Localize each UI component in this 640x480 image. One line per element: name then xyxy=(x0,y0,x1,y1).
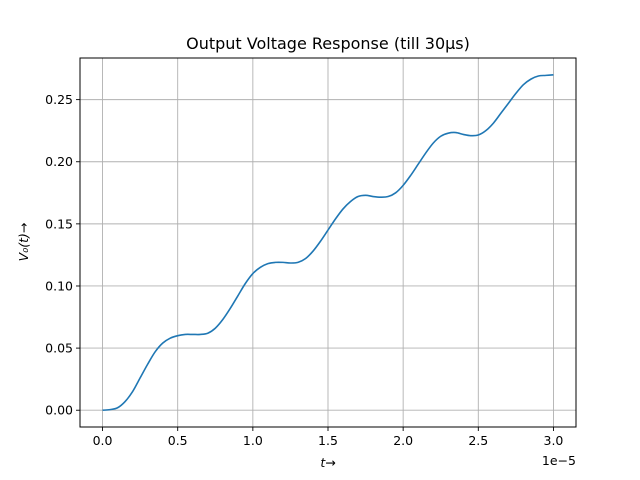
x-tick-label: 0.0 xyxy=(93,433,113,448)
y-tick-label: 0.05 xyxy=(45,341,73,356)
x-tick-label: 0.5 xyxy=(168,433,188,448)
y-axis-label: V₀(t)→ xyxy=(16,223,31,262)
x-tick-label: 2.5 xyxy=(468,433,488,448)
x-tick-label: 3.0 xyxy=(544,433,564,448)
x-tick-label: 2.0 xyxy=(393,433,413,448)
x-offset-text: 1e−5 xyxy=(542,453,576,468)
y-tick-label: 0.25 xyxy=(45,92,73,107)
x-axis-label: t→ xyxy=(320,455,335,470)
series-line xyxy=(102,73,554,412)
ticks: 0.0 0.5 1.0 1.5 2.0 2.5 3.0 0.00 0.05 0.10 0.15 0.2… xyxy=(45,92,563,448)
y-tick-label: 0.10 xyxy=(45,278,73,293)
x-tick-label: 1.0 xyxy=(243,433,263,448)
chart-title: Output Voltage Response (till 30μs) xyxy=(186,34,470,53)
x-tick-label: 1.5 xyxy=(318,433,338,448)
y-tick-label: 0.15 xyxy=(45,216,73,231)
y-tick-label: 0.00 xyxy=(45,403,73,418)
series-layer xyxy=(102,73,554,412)
plot-frame xyxy=(79,57,577,428)
grid xyxy=(80,58,576,427)
y-tick-label: 0.20 xyxy=(45,154,73,169)
